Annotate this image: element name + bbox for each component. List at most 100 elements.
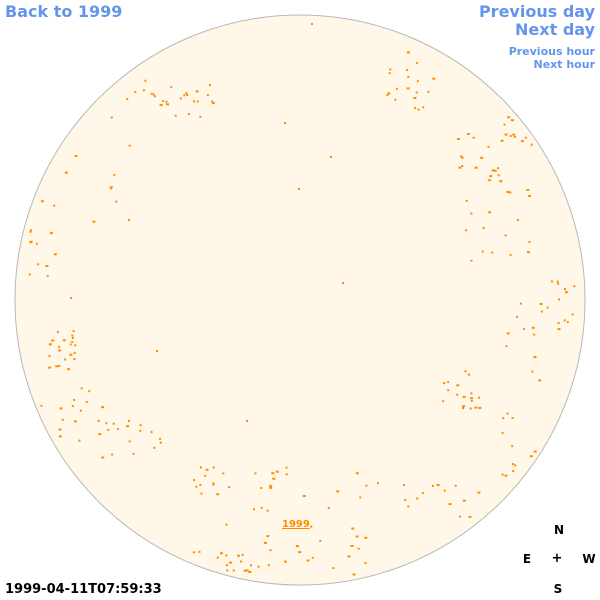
object-dot	[62, 339, 66, 342]
object-dot	[126, 98, 129, 101]
object-dot	[139, 429, 142, 432]
object-dot	[516, 219, 519, 222]
object-dot	[482, 226, 485, 229]
object-dot	[284, 560, 287, 563]
back-to-year-link[interactable]: Back to 1999	[5, 2, 123, 21]
next-hour-link[interactable]: Next hour	[533, 58, 596, 71]
object-dot	[64, 358, 67, 361]
object-dot	[533, 333, 536, 336]
object-dot	[253, 508, 255, 511]
object-dot	[48, 355, 51, 358]
object-dot	[563, 319, 566, 322]
object-dot	[134, 90, 137, 93]
object-dot	[71, 336, 74, 339]
object-dot	[98, 433, 102, 436]
object-dot	[225, 554, 228, 557]
object-dot	[310, 525, 313, 528]
object-dot	[260, 487, 263, 489]
object-dot	[48, 366, 52, 369]
object-dot	[489, 175, 493, 178]
object-dot	[216, 556, 219, 559]
object-dot	[92, 220, 96, 223]
object-dot	[456, 384, 460, 387]
object-markers	[28, 23, 576, 576]
object-dot	[78, 439, 81, 442]
object-dot	[128, 219, 130, 221]
object-dot	[229, 561, 233, 564]
object-dot	[388, 72, 391, 75]
object-dot	[195, 485, 198, 488]
previous-hour-link[interactable]: Previous hour	[508, 45, 595, 58]
object-dot	[468, 373, 470, 376]
object-dot	[414, 107, 417, 110]
object-dot	[497, 174, 500, 177]
object-dot	[53, 204, 56, 207]
object-dot	[504, 234, 507, 237]
object-dot	[156, 350, 158, 352]
object-dot	[211, 102, 215, 105]
object-dot	[364, 536, 368, 539]
object-dot	[465, 229, 468, 232]
object-dot	[272, 477, 276, 480]
object-dot	[165, 100, 168, 103]
object-dot	[488, 211, 492, 214]
compass-west: W	[582, 552, 596, 566]
object-dot	[205, 468, 209, 471]
object-dot	[539, 303, 543, 305]
object-dot	[336, 490, 340, 493]
object-dot	[204, 474, 207, 477]
object-dot	[477, 491, 481, 494]
object-dot	[507, 116, 511, 119]
object-dot	[243, 569, 246, 572]
compass-north: N	[553, 523, 565, 537]
object-dot	[407, 505, 410, 508]
object-dot	[285, 466, 288, 469]
object-dot	[67, 368, 71, 371]
object-dot	[526, 251, 530, 254]
object-dot	[520, 140, 524, 143]
object-dot	[228, 486, 231, 489]
object-dot	[71, 340, 74, 343]
object-dot	[487, 145, 490, 148]
object-dot	[240, 560, 243, 563]
object-dot	[212, 482, 215, 485]
object-dot	[159, 104, 163, 106]
object-dot	[153, 95, 156, 98]
object-dot	[509, 253, 512, 256]
object-dot	[220, 552, 223, 555]
object-dot	[264, 541, 267, 544]
object-dot	[558, 298, 561, 301]
object-dot	[432, 77, 436, 80]
object-dot	[58, 428, 62, 431]
next-day-link[interactable]: Next day	[515, 20, 595, 39]
object-dot	[150, 92, 153, 95]
object-dot	[443, 489, 446, 492]
object-dot	[443, 382, 446, 385]
object-dot	[198, 550, 201, 553]
object-dot	[200, 492, 203, 495]
object-dot	[557, 282, 560, 285]
object-dot	[505, 345, 508, 348]
object-dot	[196, 100, 199, 103]
object-dot	[139, 424, 142, 427]
object-dot	[564, 288, 566, 291]
object-dot	[469, 407, 472, 410]
object-dot	[56, 330, 59, 333]
previous-day-link[interactable]: Previous day	[478, 2, 595, 21]
object-dot	[257, 565, 260, 568]
object-dot	[232, 569, 235, 572]
object-dot	[533, 450, 537, 453]
object-dot	[284, 122, 286, 124]
object-dot	[269, 486, 273, 489]
year-marker-link[interactable]: 1999	[282, 519, 310, 530]
object-dot	[448, 503, 452, 506]
object-dot	[46, 275, 49, 278]
object-dot	[470, 392, 473, 395]
object-dot	[166, 103, 169, 106]
object-dot	[524, 136, 527, 139]
object-dot	[49, 232, 53, 235]
compass-center-icon: +	[551, 551, 563, 566]
object-dot	[472, 136, 475, 139]
object-dot	[427, 90, 430, 93]
